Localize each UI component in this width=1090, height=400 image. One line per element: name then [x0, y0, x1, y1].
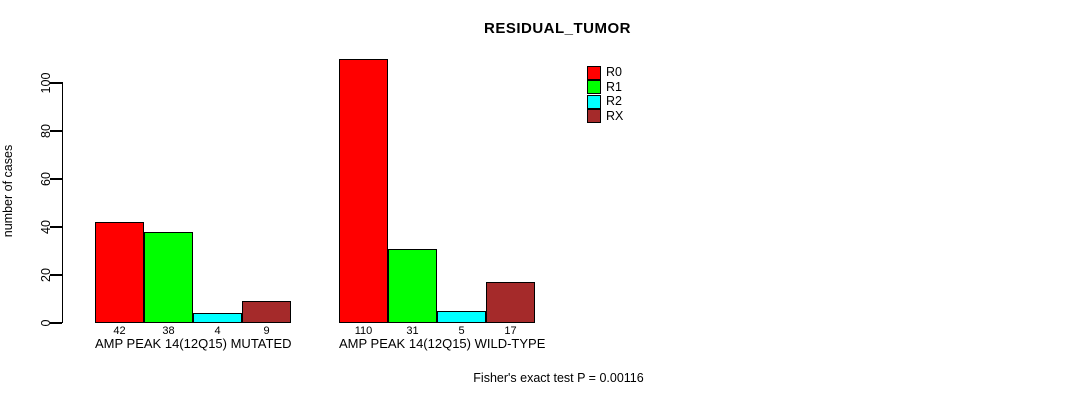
- bar-value-label: 5: [458, 325, 465, 337]
- legend-swatch-R0: [587, 65, 601, 80]
- y-tick-label: 20: [39, 268, 53, 282]
- bar-value-label: 4: [214, 325, 221, 337]
- x-category-label: AMP PEAK 14(12Q15) MUTATED: [95, 336, 292, 351]
- legend-label: R1: [606, 79, 622, 94]
- legend-row: R0: [587, 65, 623, 80]
- y-tick-label: 60: [39, 172, 53, 186]
- legend: R0 R1 R2 RX: [587, 65, 624, 124]
- bar-value-label: 38: [162, 325, 175, 337]
- bar-R0-group-1: [95, 222, 144, 323]
- legend-row: RX: [587, 108, 624, 123]
- bar-R1-group-1: [144, 232, 193, 323]
- bar-R0-group-2: [339, 59, 388, 323]
- legend-label: R0: [606, 65, 622, 79]
- bar-value-label: 17: [504, 325, 517, 337]
- y-tick-mark: [50, 130, 62, 132]
- legend-row: R1: [587, 79, 623, 94]
- y-tick-label: 100: [39, 72, 53, 94]
- y-tick-mark: [50, 226, 62, 228]
- y-tick-mark: [50, 274, 62, 276]
- legend-row: R2: [587, 94, 623, 109]
- bar-value-label: 31: [406, 325, 419, 337]
- y-axis-line: [61, 82, 63, 323]
- y-tick-mark: [50, 178, 62, 180]
- bar-value-label: 42: [113, 325, 126, 337]
- bar-R1-group-2: [388, 249, 437, 323]
- legend-label: R2: [606, 94, 622, 108]
- bar-R2-group-2: [437, 311, 486, 323]
- y-tick-label: 80: [39, 124, 53, 138]
- chart-title: RESIDUAL_TUMOR: [483, 20, 631, 37]
- x-category-label: AMP PEAK 14(12Q15) WILD-TYPE: [339, 336, 546, 351]
- legend-swatch-R2: [587, 94, 601, 109]
- y-axis-label: number of cases: [1, 144, 15, 238]
- bar-value-label: 110: [354, 325, 373, 337]
- bar-value-label: 9: [263, 325, 270, 337]
- y-tick-label: 40: [39, 220, 53, 234]
- bar-RX-group-1: [242, 301, 291, 323]
- y-tick-label: 0: [39, 319, 53, 327]
- legend-swatch-R1: [587, 80, 601, 94]
- legend-label: RX: [606, 108, 624, 123]
- fisher-test-annotation: Fisher's exact test P = 0.00116: [473, 371, 644, 385]
- y-tick-mark: [50, 82, 62, 84]
- legend-swatch-RX: [587, 109, 601, 123]
- y-tick-mark: [50, 322, 62, 324]
- bar-RX-group-2: [486, 282, 535, 323]
- bar-R2-group-1: [193, 313, 242, 323]
